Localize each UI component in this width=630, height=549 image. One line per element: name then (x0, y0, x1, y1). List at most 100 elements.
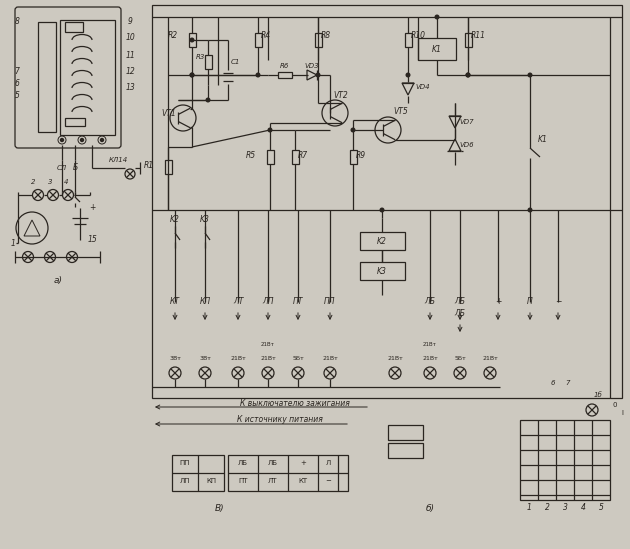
Text: 5: 5 (14, 91, 20, 99)
Circle shape (190, 38, 194, 42)
Text: ЛБ: ЛБ (268, 460, 278, 466)
Text: R4: R4 (261, 31, 271, 40)
Text: 21Вт: 21Вт (423, 343, 437, 348)
Circle shape (268, 128, 272, 132)
Text: СЛ: СЛ (57, 165, 67, 171)
Text: ЛП: ЛП (180, 478, 190, 484)
Bar (360, 232, 405, 250)
Text: 2: 2 (544, 503, 549, 513)
Bar (418, 38, 456, 60)
Bar (65, 22, 83, 32)
Text: КТ: КТ (299, 478, 307, 484)
Text: R8: R8 (321, 31, 331, 40)
Text: VT1: VT1 (161, 109, 176, 117)
Bar (267, 150, 274, 164)
Circle shape (380, 208, 384, 212)
Text: 7: 7 (14, 66, 20, 76)
Circle shape (406, 73, 410, 77)
Text: R6: R6 (280, 63, 290, 69)
Text: R10: R10 (411, 31, 426, 40)
Text: VD3: VD3 (305, 63, 319, 69)
Text: 4: 4 (581, 503, 585, 513)
Circle shape (435, 15, 439, 19)
Text: 4: 4 (64, 179, 68, 185)
Text: 6: 6 (14, 79, 20, 87)
Text: 13: 13 (125, 83, 135, 92)
Circle shape (316, 73, 320, 77)
Text: 10: 10 (125, 33, 135, 42)
Text: В): В) (215, 503, 225, 513)
Bar (405, 33, 412, 47)
Bar (315, 33, 322, 47)
Text: 21Вт: 21Вт (230, 356, 246, 361)
Text: −: − (325, 478, 331, 484)
Bar (228, 455, 348, 491)
Circle shape (528, 73, 532, 77)
Circle shape (206, 98, 210, 102)
Text: R7: R7 (298, 150, 308, 160)
Text: ЛБ: ЛБ (238, 460, 248, 466)
Text: ПП: ПП (324, 298, 336, 306)
Bar (278, 72, 292, 78)
Text: 1б: 1б (593, 392, 602, 398)
Text: 6: 6 (551, 380, 555, 386)
Circle shape (101, 138, 103, 142)
Text: K3: K3 (377, 266, 387, 276)
Text: 5: 5 (598, 503, 604, 513)
Text: КП: КП (200, 298, 210, 306)
Text: ПП: ПП (180, 460, 190, 466)
Bar (255, 33, 262, 47)
Text: КЛ14: КЛ14 (108, 157, 128, 163)
Text: ЛТ: ЛТ (268, 478, 278, 484)
Circle shape (466, 73, 470, 77)
Circle shape (528, 208, 532, 212)
Text: 7: 7 (566, 380, 570, 386)
Text: R11: R11 (471, 31, 486, 40)
Text: −: − (555, 298, 561, 306)
Text: 2: 2 (31, 179, 35, 185)
Text: R9: R9 (356, 150, 366, 160)
Bar (360, 262, 405, 280)
Text: ЛБ: ЛБ (454, 309, 466, 317)
Text: 0: 0 (613, 402, 617, 408)
Text: 15: 15 (87, 236, 97, 244)
Text: 3: 3 (48, 179, 52, 185)
Circle shape (190, 73, 194, 77)
Circle shape (351, 128, 355, 132)
Text: K1: K1 (432, 44, 442, 53)
Text: 1: 1 (11, 238, 16, 248)
Text: 5Бт: 5Бт (454, 356, 466, 361)
Text: +: + (495, 298, 501, 306)
Text: ЛП: ЛП (262, 298, 274, 306)
Text: VD4: VD4 (415, 84, 430, 90)
Text: а): а) (54, 276, 62, 284)
Text: R3: R3 (196, 54, 205, 60)
Bar (189, 33, 196, 47)
Text: 3: 3 (563, 503, 568, 513)
Bar (165, 160, 172, 174)
Text: R1: R1 (144, 160, 154, 170)
Bar (38, 22, 56, 132)
Bar (65, 118, 85, 126)
Text: ПТ: ПТ (238, 478, 248, 484)
Bar (388, 443, 423, 458)
Text: VD7: VD7 (459, 119, 474, 125)
Text: 21Вт: 21Вт (322, 356, 338, 361)
Text: +: + (300, 460, 306, 466)
Text: К источнику питания: К источнику питания (237, 416, 323, 424)
Bar (205, 55, 212, 69)
Text: 21Вт: 21Вт (261, 343, 275, 348)
Text: 12: 12 (125, 68, 135, 76)
Bar (60, 20, 115, 135)
Text: 3Вт: 3Вт (169, 356, 181, 361)
Bar (520, 420, 610, 500)
Text: K2: K2 (170, 216, 180, 225)
Text: 21Вт: 21Вт (260, 356, 276, 361)
Bar (465, 33, 472, 47)
Text: ПТ: ПТ (293, 298, 303, 306)
Circle shape (256, 73, 260, 77)
Text: +: + (89, 204, 95, 212)
Text: Л: Л (325, 460, 331, 466)
Text: П: П (527, 298, 533, 306)
Text: I: I (621, 410, 623, 416)
